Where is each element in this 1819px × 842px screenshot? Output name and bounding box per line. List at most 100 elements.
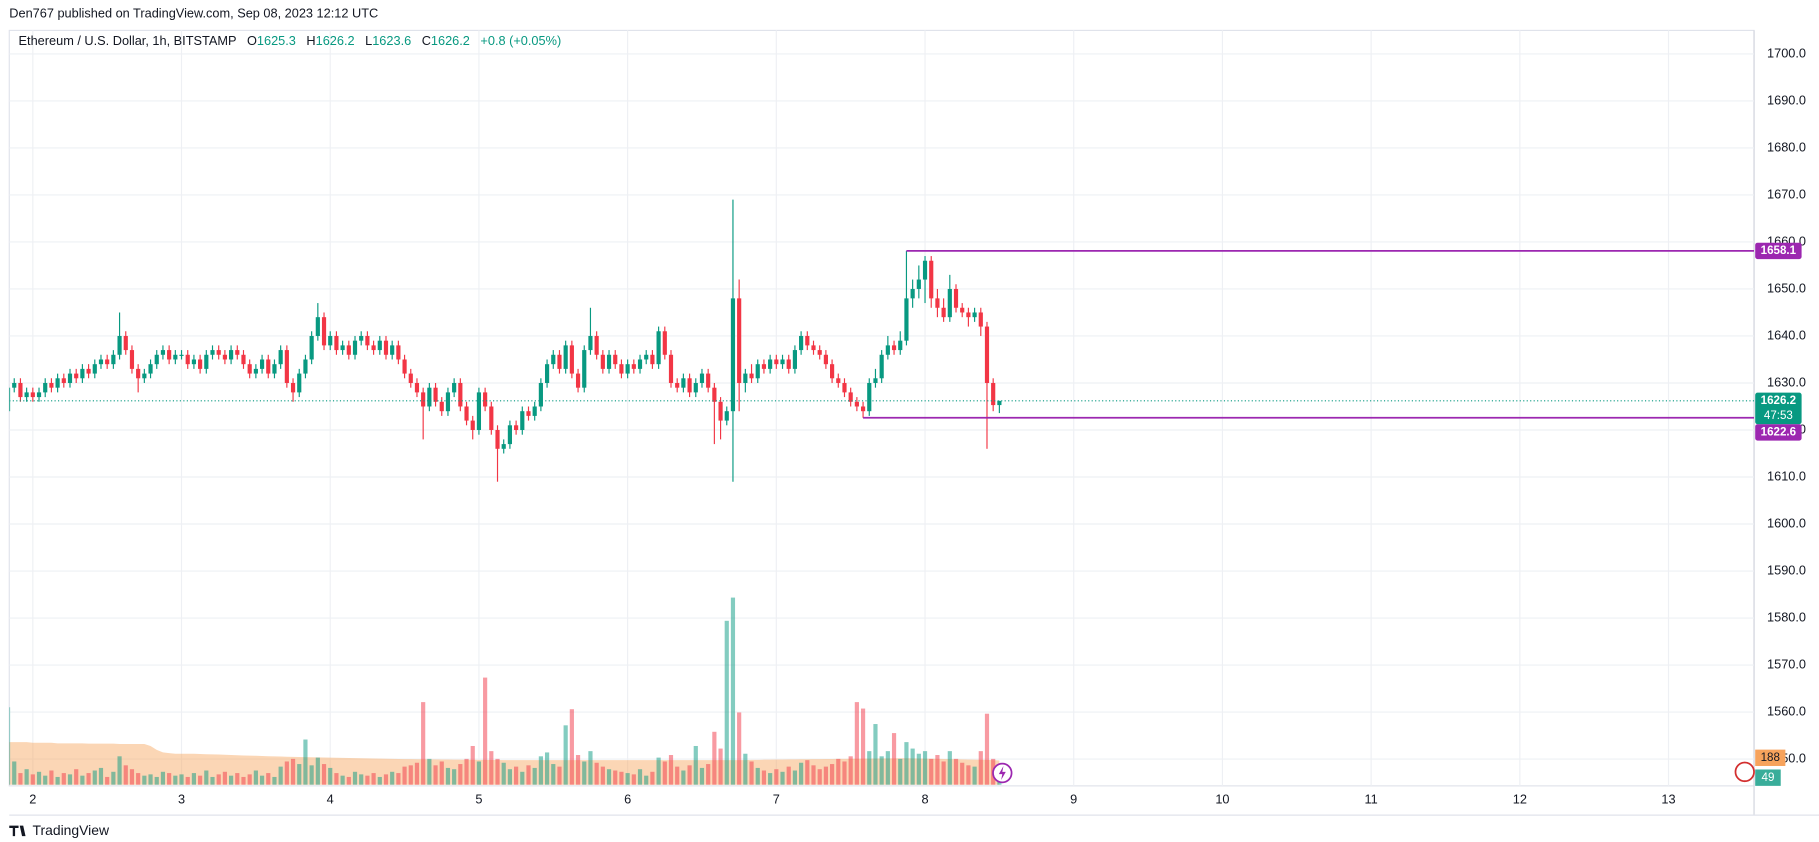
candle-body (836, 378, 841, 383)
volume-bar (136, 773, 141, 785)
x-tick-label: 10 (1215, 791, 1229, 806)
volume-bar (848, 756, 853, 785)
candle-body (92, 364, 97, 374)
candle-body (687, 378, 692, 393)
volume-bar (842, 761, 847, 785)
candle-body (340, 345, 345, 351)
candle-body (737, 298, 742, 383)
candle-body (142, 373, 147, 379)
volume-bar (520, 771, 525, 785)
volume-bar (873, 724, 878, 785)
volume-bar (123, 765, 128, 785)
x-tick-label: 5 (475, 791, 482, 806)
candle-body (873, 378, 878, 383)
candle-body (910, 288, 915, 299)
volume-bar (98, 767, 104, 785)
y-tick-label: 1640.0 (1767, 327, 1806, 342)
volume-bar (55, 776, 60, 785)
candle-body (303, 359, 308, 374)
candle-body (842, 382, 847, 393)
volume-bar (544, 752, 550, 785)
x-tick-label: 6 (624, 791, 631, 806)
volume-bar (699, 767, 705, 785)
volume-bar (346, 776, 351, 785)
candle-body (383, 340, 389, 355)
candle-body (594, 335, 599, 355)
price-pane (9, 199, 1755, 482)
candle-body (371, 345, 376, 351)
volume-bar (730, 597, 736, 785)
volume-bar (9, 707, 11, 785)
volume-bar (18, 773, 23, 785)
volume-bar (266, 773, 271, 785)
candle-body (848, 392, 853, 402)
y-tick-label: 1570.0 (1767, 656, 1806, 671)
candle-body (309, 335, 314, 360)
volume-bar (427, 758, 432, 785)
candle-body (427, 387, 432, 407)
candle-body (445, 392, 451, 412)
candle-body (55, 378, 60, 388)
volume-bar (532, 767, 537, 785)
last-price-box (1755, 392, 1802, 425)
x-tick-label: 9 (1070, 791, 1077, 806)
volume-bar (681, 770, 686, 785)
volume-bar (761, 770, 767, 785)
candle-body (148, 364, 153, 374)
candle-body (179, 354, 184, 356)
x-tick-label: 3 (178, 791, 185, 806)
y-tick-label: 1650.0 (1767, 280, 1806, 295)
candle-body (278, 350, 283, 365)
candle-body (377, 340, 382, 351)
volume-bar (569, 709, 574, 785)
candle-body (929, 260, 934, 299)
candle-body (67, 373, 73, 383)
candle-body (569, 345, 574, 374)
volume-bar (650, 771, 655, 785)
candle-body (575, 373, 581, 388)
candle-body (749, 373, 754, 379)
volume-bar (916, 753, 921, 785)
y-tick-label: 1600.0 (1767, 515, 1806, 530)
y-tick-label: 1690.0 (1767, 92, 1806, 107)
volume-bar (483, 677, 488, 785)
volume-bar (712, 731, 717, 785)
volume-bar (396, 773, 401, 785)
volume-ma-box (1755, 749, 1786, 766)
candle-body (997, 400, 1002, 406)
volume-bar (216, 774, 221, 785)
candle-body (786, 359, 791, 369)
candle-body (799, 335, 804, 351)
volume-bar (625, 773, 630, 785)
currency-icon[interactable] (1734, 761, 1755, 783)
candle-body (606, 354, 612, 369)
legend: Ethereum / U.S. Dollar, 1h, BITSTAMP O16… (19, 33, 562, 48)
candle-body (538, 382, 543, 407)
volume-bar (204, 770, 209, 785)
volume-bar (854, 702, 859, 785)
candle-body (860, 406, 866, 412)
volume-bar (421, 702, 426, 785)
volume-bar (167, 773, 172, 785)
candle-body (984, 326, 990, 383)
candle-body (495, 429, 500, 449)
volume-bar (408, 765, 413, 785)
event-icon-bolt (998, 765, 1006, 781)
volume-bar (929, 758, 934, 785)
volume-bar (464, 758, 469, 785)
candle-body (36, 392, 42, 398)
candle-body (582, 350, 587, 388)
volume-box (1755, 769, 1781, 786)
candle-body (359, 335, 364, 341)
logo: TradingView (9, 822, 110, 838)
candle-body (346, 345, 351, 355)
candle-body (681, 378, 686, 388)
y-tick-label: 1700.0 (1767, 45, 1806, 60)
candle-body (805, 335, 810, 346)
candle-body (204, 354, 209, 369)
volume-bar (241, 776, 246, 785)
legend-l: L (365, 33, 372, 48)
candle-body (885, 345, 890, 355)
candle-body (12, 382, 17, 388)
